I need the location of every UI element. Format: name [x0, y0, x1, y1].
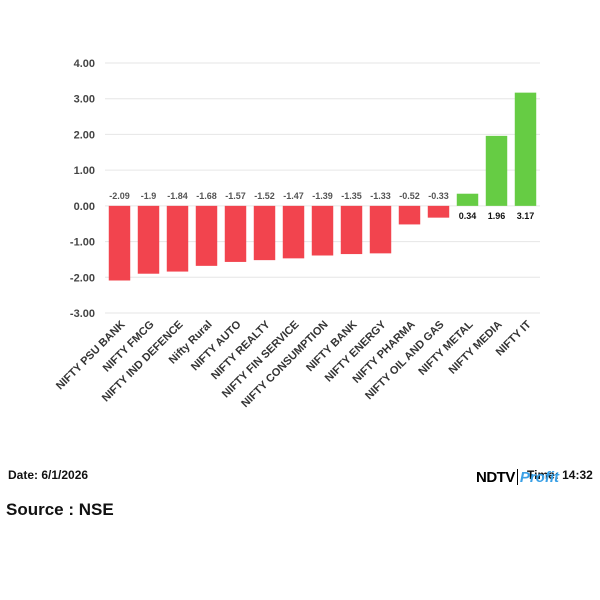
- y-tick-label: 4.00: [74, 58, 95, 70]
- data-label: 1.96: [488, 211, 506, 221]
- bar: [311, 205, 334, 256]
- data-label: -1.39: [312, 191, 333, 201]
- y-tick-label: 1.00: [74, 165, 95, 177]
- data-label: -0.33: [428, 191, 449, 201]
- data-label: -1.33: [370, 191, 391, 201]
- bar-chart: 4.00 3.00 2.00 1.00 0.00 -1.00 -2.00 -3.00 -2.0…: [54, 58, 540, 410]
- bar: [224, 205, 247, 262]
- data-label: -1.9: [141, 191, 157, 201]
- y-tick-label: 0.00: [74, 201, 95, 213]
- bar: [166, 205, 189, 272]
- bar: [195, 205, 218, 266]
- y-tick-label: -3.00: [70, 308, 95, 320]
- bar: [398, 205, 421, 225]
- data-label: -1.47: [283, 191, 304, 201]
- data-label: -1.68: [196, 191, 217, 201]
- brand-ndtv: NDTV: [476, 468, 515, 486]
- date-label: Date: 6/1/2026: [8, 468, 89, 482]
- bar: [485, 135, 508, 206]
- bar: [456, 193, 479, 206]
- brand-separator: [516, 469, 518, 485]
- y-axis-tick-labels: 4.00 3.00 2.00 1.00 0.00 -1.00 -2.00 -3.00: [70, 58, 95, 320]
- bar: [514, 92, 537, 206]
- data-labels: -2.09 -1.9 -1.84 -1.68 -1.57 -1.52 -1.47 -1.39-…: [109, 191, 534, 221]
- bar: [108, 205, 131, 281]
- y-tick-label: 3.00: [74, 94, 95, 106]
- time-label: Time: 14:32: [527, 468, 593, 482]
- bar: [253, 205, 276, 261]
- data-label: -0.52: [399, 191, 420, 201]
- data-label: 3.17: [517, 211, 535, 221]
- y-tick-label: 2.00: [74, 129, 95, 141]
- gridlines: [105, 62, 540, 314]
- data-label: -1.35: [341, 191, 362, 201]
- brand-logo: NDTV Profit: [476, 467, 559, 487]
- bar: [137, 205, 160, 274]
- y-tick-label: -2.00: [70, 272, 95, 284]
- data-label: -2.09: [109, 191, 130, 201]
- brand-profit: Profit: [519, 468, 560, 486]
- bar: [340, 205, 363, 255]
- data-label: -1.84: [167, 191, 188, 201]
- bar: [427, 205, 450, 218]
- bars: [108, 92, 537, 281]
- data-label: -1.57: [225, 191, 246, 201]
- bar: [282, 205, 305, 259]
- data-label: 0.34: [459, 211, 477, 221]
- bar: [369, 205, 392, 254]
- data-label: -1.52: [254, 191, 275, 201]
- source-label: Source : NSE: [6, 500, 114, 519]
- y-tick-label: -1.00: [70, 237, 95, 249]
